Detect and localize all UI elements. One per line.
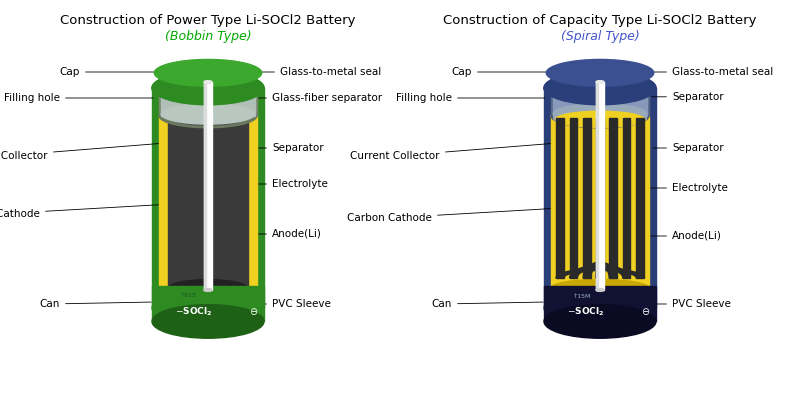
Text: Glass-fiber separator: Glass-fiber separator [258,93,382,103]
Polygon shape [544,286,656,322]
Text: PVC Sleeve: PVC Sleeve [265,299,331,309]
Polygon shape [556,268,644,278]
Ellipse shape [551,280,649,296]
Text: Anode(Li): Anode(Li) [648,231,722,241]
Text: Current Collector: Current Collector [350,140,593,161]
Polygon shape [551,288,649,308]
Text: Carbon Cathode: Carbon Cathode [0,204,170,219]
Ellipse shape [152,305,264,338]
Polygon shape [204,82,212,290]
Polygon shape [597,118,605,278]
Ellipse shape [204,81,212,83]
Ellipse shape [596,289,604,291]
Text: Construction of Capacity Type Li-SOCl2 Battery: Construction of Capacity Type Li-SOCl2 B… [443,14,757,27]
Text: Glass-to-metal seal: Glass-to-metal seal [261,67,382,77]
Text: Can: Can [40,299,151,309]
Text: Can: Can [432,299,543,309]
Ellipse shape [544,71,656,105]
Text: ⊖: ⊖ [249,307,257,317]
Polygon shape [595,118,603,278]
Polygon shape [595,259,605,278]
Polygon shape [596,82,604,290]
Ellipse shape [544,71,656,105]
Polygon shape [168,116,248,288]
Text: Construction of Power Type Li-SOCl2 Battery: Construction of Power Type Li-SOCl2 Batt… [60,14,356,27]
Text: Electrolyte: Electrolyte [247,179,328,189]
Polygon shape [556,118,563,278]
Text: Separator: Separator [253,143,324,153]
Polygon shape [159,116,168,304]
Polygon shape [551,88,649,116]
Ellipse shape [161,104,255,124]
Ellipse shape [554,109,646,127]
Ellipse shape [551,104,649,128]
Text: (Bobbin Type): (Bobbin Type) [165,30,251,43]
Ellipse shape [152,71,264,105]
Polygon shape [152,88,264,308]
Polygon shape [152,286,264,322]
Text: Filling hole: Filling hole [396,93,546,103]
Polygon shape [544,88,656,308]
Polygon shape [554,90,647,116]
Ellipse shape [551,295,649,322]
Ellipse shape [152,71,264,105]
Ellipse shape [544,305,656,338]
Text: Separator: Separator [653,143,724,153]
Ellipse shape [551,280,649,296]
Polygon shape [583,118,590,278]
Polygon shape [159,88,257,116]
Polygon shape [551,116,649,288]
Text: ↑615: ↑615 [179,293,197,298]
Text: ↑15M: ↑15M [573,294,591,299]
Ellipse shape [556,111,644,127]
Ellipse shape [152,291,264,325]
Text: Filling hole: Filling hole [4,93,154,103]
Ellipse shape [551,105,649,127]
Polygon shape [162,90,254,116]
Ellipse shape [546,59,654,86]
Text: Cap: Cap [452,67,547,77]
Text: PVC Sleeve: PVC Sleeve [657,299,731,309]
Polygon shape [159,288,257,308]
Text: Current Collector: Current Collector [0,140,201,161]
Text: $-\mathbf{SOCl_2}$: $-\mathbf{SOCl_2}$ [567,306,605,318]
Polygon shape [570,265,630,278]
Ellipse shape [168,280,248,296]
Text: Glass-to-metal seal: Glass-to-metal seal [653,67,774,77]
Polygon shape [622,118,630,278]
Text: Electrolyte: Electrolyte [647,183,728,193]
Ellipse shape [544,291,656,325]
Text: Separator: Separator [651,92,724,102]
Ellipse shape [168,107,248,125]
Polygon shape [610,118,617,278]
Polygon shape [570,118,578,278]
Polygon shape [583,262,617,278]
Text: Anode(Li): Anode(Li) [249,229,322,239]
Polygon shape [596,82,598,290]
Ellipse shape [204,289,212,291]
Polygon shape [637,118,644,278]
Text: ⊖: ⊖ [641,307,649,317]
Polygon shape [204,82,206,290]
Text: $-\mathbf{SOCl_2}$: $-\mathbf{SOCl_2}$ [175,306,213,318]
Ellipse shape [159,104,257,128]
Ellipse shape [154,59,262,86]
Polygon shape [248,116,257,304]
Text: Carbon Cathode: Carbon Cathode [347,208,558,223]
Ellipse shape [596,81,604,83]
Text: Cap: Cap [60,67,155,77]
Ellipse shape [159,295,257,322]
Ellipse shape [553,104,647,124]
Text: (Spiral Type): (Spiral Type) [561,30,639,43]
